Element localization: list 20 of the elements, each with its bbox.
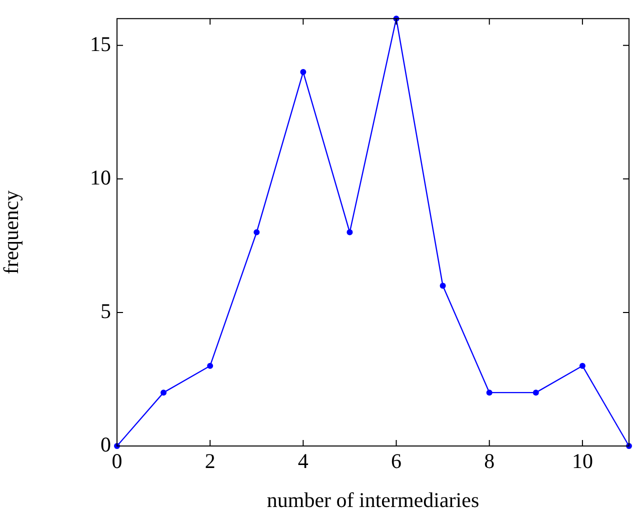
y-tick-label: 5 bbox=[100, 298, 111, 323]
x-tick-label: 10 bbox=[572, 449, 593, 474]
point bbox=[254, 229, 260, 236]
y-axis-title: frequency bbox=[0, 190, 24, 274]
x-tick-label: 6 bbox=[391, 449, 402, 474]
y-tick-label: 10 bbox=[90, 165, 111, 190]
point bbox=[346, 229, 353, 236]
point bbox=[440, 282, 446, 289]
y-tick-label: 15 bbox=[90, 32, 111, 56]
point bbox=[160, 390, 167, 396]
x-tick-label: 4 bbox=[298, 449, 309, 474]
point bbox=[532, 390, 539, 396]
x-tick-label: 8 bbox=[484, 449, 495, 474]
point bbox=[486, 390, 492, 396]
point bbox=[579, 362, 586, 369]
x-tick-label: 2 bbox=[204, 449, 216, 474]
x-axis-title: number of intermediaries bbox=[266, 488, 480, 512]
point bbox=[300, 69, 306, 76]
point bbox=[207, 362, 214, 369]
y-tick-label: 0 bbox=[100, 432, 111, 457]
